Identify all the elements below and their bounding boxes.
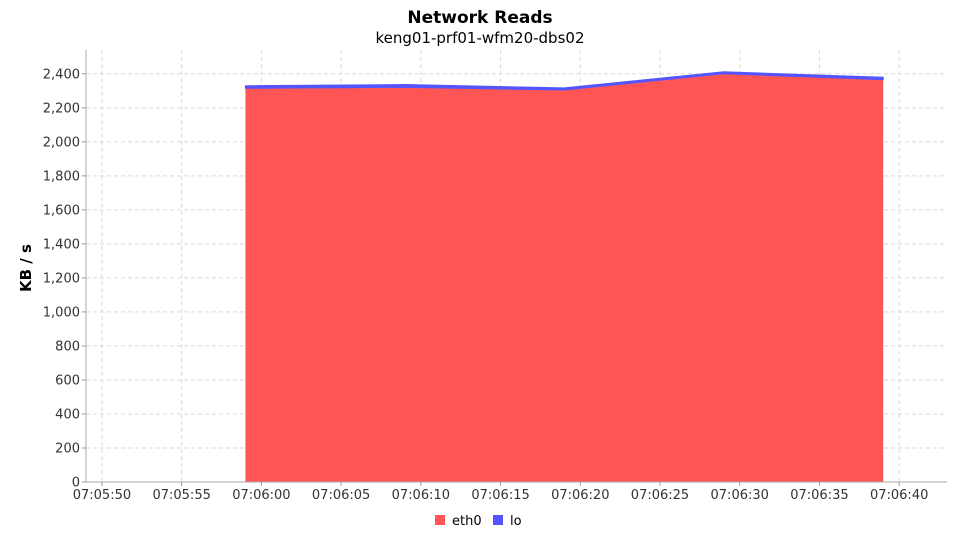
y-tick-label: 600 [55,373,80,388]
y-tick-label: 400 [55,407,80,422]
y-tick-label: 2,200 [43,101,80,116]
x-tick-label: 07:05:55 [152,488,210,503]
chart-subtitle: keng01-prf01-wfm20-dbs02 [376,29,585,47]
legend-swatch-lo [493,515,503,525]
y-axis-label: KB / s [17,244,35,292]
legend-label-eth0: eth0 [452,514,482,529]
x-tick-label: 07:06:35 [790,488,848,503]
x-axis-ticks: 07:05:50 07:05:55 07:06:00 07:06:05 07:06:10… [73,482,928,503]
y-tick-label: 800 [55,339,80,354]
y-tick-label: 1,200 [43,271,80,286]
y-tick-label: 1,000 [43,305,80,320]
x-tick-label: 07:06:10 [392,488,450,503]
area-eth0 [245,73,884,482]
y-tick-label: 1,600 [43,203,80,218]
legend: eth0 lo [435,514,522,529]
x-tick-label: 07:06:00 [232,488,290,503]
y-tick-label: 1,400 [43,237,80,252]
area-lo [244,71,884,91]
y-tick-label: 2,000 [43,135,80,150]
x-tick-label: 07:06:25 [631,488,689,503]
x-tick-label: 07:06:15 [471,488,529,503]
x-tick-label: 07:05:50 [73,488,131,503]
legend-swatch-eth0 [435,515,445,525]
y-tick-label: 1,800 [43,169,80,184]
x-tick-label: 07:06:30 [711,488,769,503]
chart-title: Network Reads [407,8,552,28]
legend-label-lo: lo [510,514,522,529]
y-tick-label: 200 [55,441,80,456]
x-tick-label: 07:06:40 [870,488,928,503]
x-tick-label: 07:06:05 [312,488,370,503]
y-tick-label: 0 [72,476,80,491]
area-series [244,71,884,482]
x-tick-label: 07:06:20 [551,488,609,503]
y-tick-label: 2,400 [43,67,80,82]
axes [85,50,947,483]
y-axis-ticks: 0 200 400 600 800 1,000 1,200 1,400 1,600 1,800 2,… [43,67,86,491]
